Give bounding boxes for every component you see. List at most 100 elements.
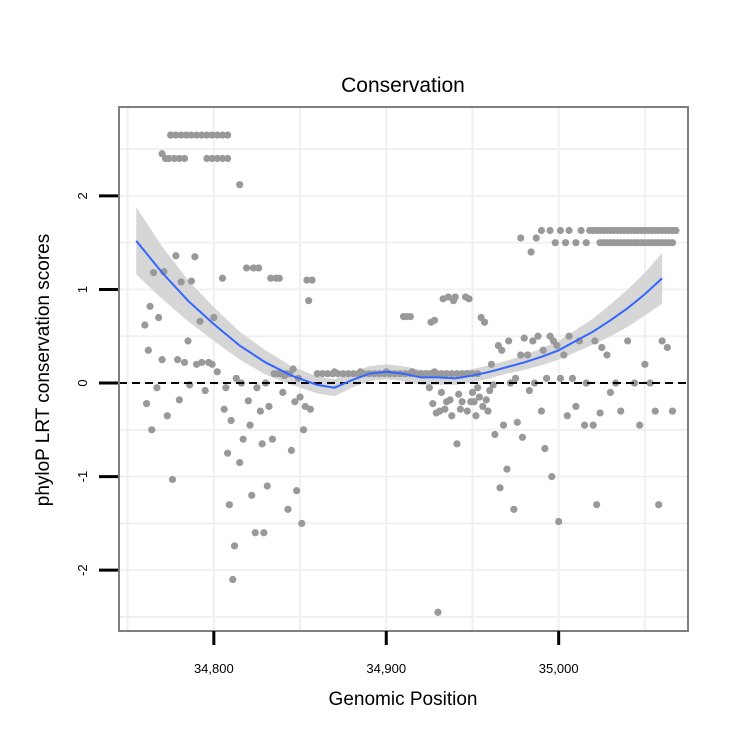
data-point: [303, 276, 311, 284]
data-point: [182, 131, 190, 139]
y-axis-title: phyloP LRT conservation scores: [33, 234, 54, 507]
data-point: [636, 421, 644, 429]
data-point: [227, 416, 235, 425]
data-point: [244, 397, 252, 405]
data-point: [349, 370, 358, 378]
data-point: [434, 608, 442, 616]
data-point: [268, 435, 277, 443]
data-point: [479, 402, 487, 411]
x-tick-label: 34,900: [366, 661, 406, 676]
data-point: [218, 131, 227, 139]
data-point: [305, 297, 313, 305]
data-point: [265, 402, 273, 411]
data-point: [475, 393, 483, 401]
data-point: [239, 435, 247, 443]
y-tick-label: 0: [75, 379, 90, 386]
x-axis-title: Genomic Position: [329, 689, 478, 710]
data-point: [275, 274, 283, 282]
data-point: [232, 374, 240, 382]
data-point: [220, 405, 228, 413]
data-point: [606, 388, 615, 396]
data-point: [141, 321, 149, 329]
data-point: [468, 388, 477, 396]
x-tick-label: 34,800: [194, 661, 234, 676]
data-point: [537, 407, 546, 415]
data-point: [298, 519, 306, 527]
confidence-band: [136, 207, 663, 397]
data-point: [470, 398, 478, 406]
data-point: [142, 400, 151, 408]
data-point: [456, 405, 464, 413]
data-point: [534, 332, 542, 340]
chart-title: Conservation: [341, 74, 465, 97]
data-point: [437, 388, 446, 396]
data-point: [565, 332, 573, 340]
y-tick-label: -1: [75, 471, 90, 483]
data-point: [443, 370, 451, 378]
data-point: [499, 421, 508, 429]
data-point: [455, 390, 463, 398]
data-point: [267, 274, 275, 282]
data-point: [551, 239, 559, 247]
data-point: [446, 396, 454, 404]
data-point: [572, 239, 580, 247]
data-point: [153, 384, 161, 392]
data-point: [192, 131, 201, 139]
data-point: [236, 181, 244, 189]
data-point: [444, 293, 452, 301]
y-tick-label: 2: [75, 192, 90, 199]
data-point: [548, 473, 556, 481]
data-point: [484, 407, 492, 415]
data-point: [510, 505, 518, 513]
data-point: [577, 226, 585, 235]
data-point: [465, 295, 473, 303]
data-point: [517, 351, 525, 359]
data-point: [318, 370, 327, 378]
y-tick-label: 1: [75, 286, 90, 293]
data-point: [291, 398, 299, 406]
data-point: [472, 412, 480, 420]
data-point: [224, 154, 232, 163]
data-point: [187, 277, 196, 285]
data-point: [284, 505, 292, 513]
data-point: [520, 334, 528, 342]
data-point: [655, 501, 663, 509]
data-point: [230, 542, 239, 550]
data-point: [174, 356, 182, 364]
data-point: [208, 131, 216, 139]
data-point: [180, 358, 189, 367]
data-point: [451, 293, 459, 301]
data-point: [208, 154, 216, 163]
data-point: [167, 131, 175, 139]
data-point: [563, 412, 571, 420]
x-tick-label: 35,000: [539, 661, 579, 676]
data-point: [663, 343, 671, 352]
data-point: [518, 433, 527, 441]
data-point: [168, 475, 177, 484]
data-point: [175, 396, 183, 404]
data-point: [429, 400, 437, 408]
x-axis-ticks: 34,800 34,900 35,000: [194, 631, 579, 676]
data-point: [555, 517, 563, 526]
data-point: [511, 374, 520, 382]
y-tick-label: -2: [75, 564, 90, 576]
data-point: [213, 154, 221, 163]
data-point: [529, 337, 537, 345]
data-point: [437, 370, 446, 378]
data-point: [213, 368, 221, 376]
data-point: [565, 226, 573, 235]
data-point: [246, 421, 254, 429]
data-point: [491, 430, 499, 439]
data-point: [203, 154, 211, 163]
data-point: [344, 370, 352, 378]
data-point: [251, 529, 259, 537]
data-point: [249, 264, 258, 272]
data-point: [248, 491, 256, 499]
data-point: [222, 384, 230, 392]
data-point: [287, 446, 296, 455]
data-point: [356, 368, 364, 376]
data-point: [474, 384, 482, 392]
data-point: [617, 407, 625, 415]
data-point: [425, 384, 433, 392]
